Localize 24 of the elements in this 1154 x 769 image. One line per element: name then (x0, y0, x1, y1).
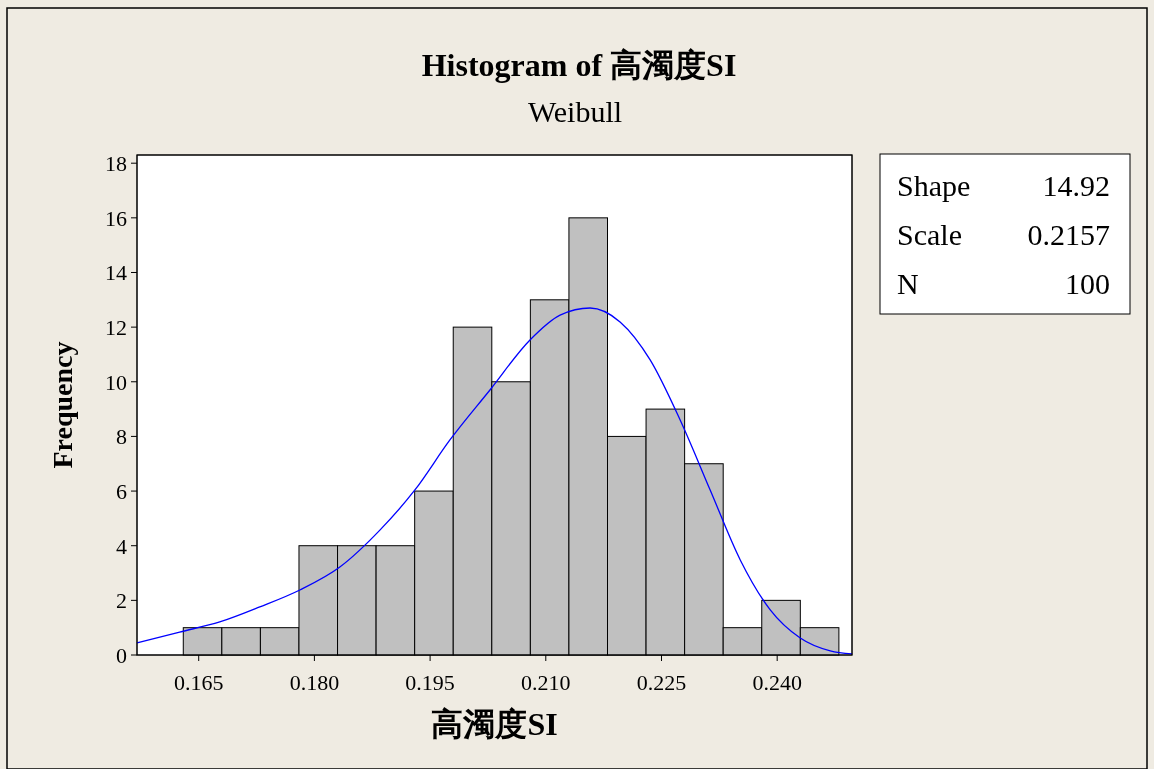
text: Shape 14.92 (897, 169, 1110, 202)
x-tick-label: 0.195 (405, 670, 455, 695)
text: N 100 (897, 267, 1110, 300)
y-tick-label: 4 (116, 533, 127, 559)
line-series (136, 307, 853, 655)
y-tick-label: 8 (116, 424, 127, 450)
chart-subtitle: Weibull (527, 95, 623, 128)
y-tick-label: 18 (105, 151, 127, 177)
y-tick-label: 12 (105, 315, 127, 341)
text: Scale 0.2157 (897, 218, 1110, 251)
x-axis-title: 高濁度SI (431, 706, 558, 742)
y-axis-title: Frequency (47, 341, 78, 469)
y-tick-label: 2 (116, 588, 127, 614)
y-tick-label: 14 (105, 260, 127, 286)
y-tick-label: 0 (116, 643, 127, 668)
x-tick-label: 0.165 (173, 670, 224, 695)
x-tick-label: 0.180 (289, 670, 340, 695)
y-tick-label: 10 (105, 369, 127, 395)
x-tick-label: 0.240 (752, 670, 802, 695)
y-tick-label: 6 (116, 479, 127, 505)
x-tick-label: 0.225 (636, 670, 687, 695)
chart-title: Histogram of 高濁度SI (421, 47, 737, 83)
x-tick-label: 0.210 (521, 670, 571, 695)
y-tick-label: 16 (105, 205, 127, 231)
